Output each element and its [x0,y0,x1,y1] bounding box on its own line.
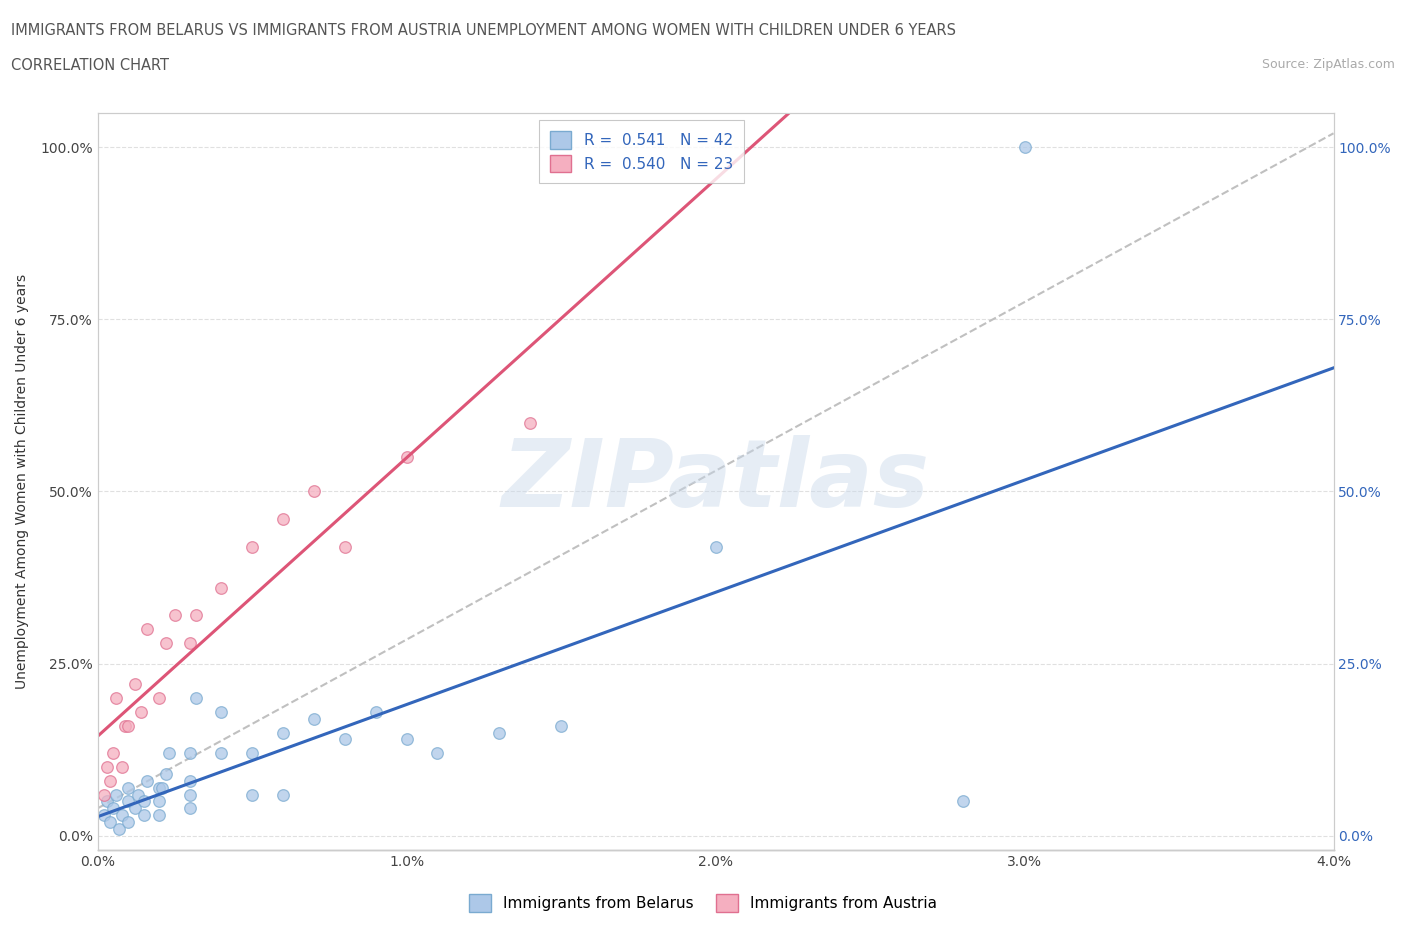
Point [209,704,232,719]
Point [209,580,232,595]
Point [333,539,356,554]
Point [148,691,170,706]
Point [136,622,159,637]
Point [271,725,294,740]
Point [271,512,294,526]
Point [96,760,118,775]
Point [124,677,146,692]
Point [302,711,325,726]
Point [395,732,418,747]
Point [271,787,294,802]
Point [127,787,149,802]
Point [136,774,159,789]
Point [148,808,170,823]
Point [302,484,325,498]
Point [179,801,201,816]
Point [186,691,208,706]
Y-axis label: Unemployment Among Women with Children Under 6 years: Unemployment Among Women with Children U… [15,273,30,689]
Point [704,539,727,554]
Point [240,746,263,761]
Text: CORRELATION CHART: CORRELATION CHART [11,58,169,73]
Point [179,787,201,802]
Point [124,801,146,816]
Point [519,415,541,430]
Point [114,718,136,733]
Text: IMMIGRANTS FROM BELARUS VS IMMIGRANTS FROM AUSTRIA UNEMPLOYMENT AMONG WOMEN WITH: IMMIGRANTS FROM BELARUS VS IMMIGRANTS FR… [11,23,956,38]
Point [93,808,115,823]
Point [952,794,974,809]
Point [155,766,177,781]
Point [148,780,170,795]
Point [129,704,152,719]
Point [240,787,263,802]
Point [98,815,121,830]
Point [488,725,510,740]
Text: ZIPatlas: ZIPatlas [502,435,929,527]
Point [155,635,177,650]
Point [1014,140,1036,154]
Point [186,608,208,623]
Point [240,539,263,554]
Point [96,794,118,809]
Point [101,746,124,761]
Point [105,787,128,802]
Point [132,808,155,823]
Point [117,794,139,809]
Legend: Immigrants from Belarus, Immigrants from Austria: Immigrants from Belarus, Immigrants from… [463,888,943,918]
Point [364,704,387,719]
Point [101,801,124,816]
Text: Source: ZipAtlas.com: Source: ZipAtlas.com [1261,58,1395,71]
Point [395,449,418,464]
Point [105,691,128,706]
Point [132,794,155,809]
Point [179,774,201,789]
Point [117,780,139,795]
Point [108,821,131,836]
Point [152,780,174,795]
Point [333,732,356,747]
Point [157,746,180,761]
Point [148,794,170,809]
Legend: R =  0.541   N = 42, R =  0.540   N = 23: R = 0.541 N = 42, R = 0.540 N = 23 [540,120,744,183]
Point [209,746,232,761]
Point [111,760,134,775]
Point [98,774,121,789]
Point [111,808,134,823]
Point [117,718,139,733]
Point [93,787,115,802]
Point [550,718,572,733]
Point [179,746,201,761]
Point [117,815,139,830]
Point [426,746,449,761]
Point [163,608,186,623]
Point [179,635,201,650]
